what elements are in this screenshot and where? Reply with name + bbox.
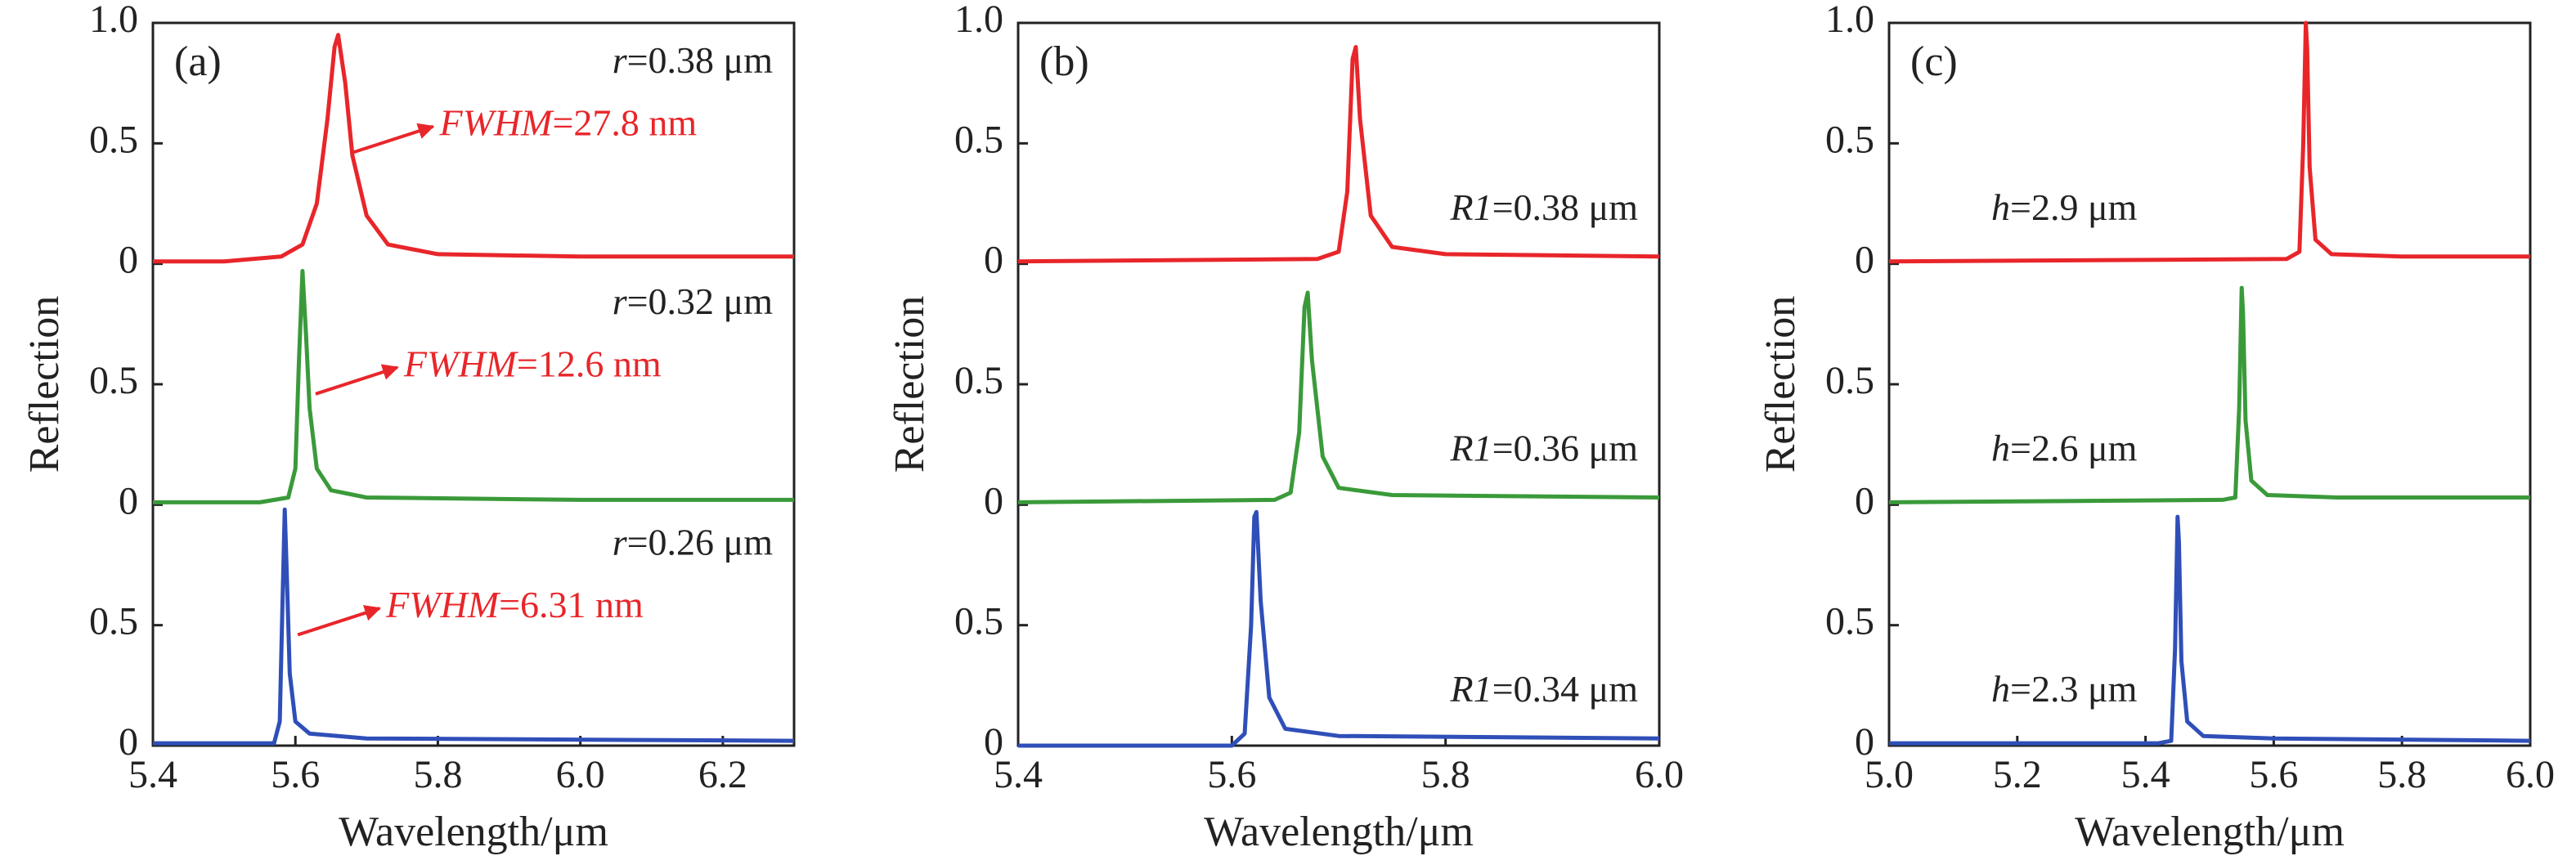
x-tick-label: 6.2: [698, 753, 747, 796]
y-tick-label: 0: [119, 720, 138, 764]
y-tick-label: 0.5: [954, 600, 1003, 643]
x-tick-label: 5.4: [128, 753, 177, 796]
y-tick-label: 0.5: [954, 359, 1003, 402]
y-tick-label: 0: [984, 239, 1003, 282]
x-tick-label: 5.6: [271, 753, 320, 796]
spectrum-line: [1889, 514, 2531, 746]
series-label: R1=0.36 μm: [1450, 427, 1639, 468]
panel-label: (c): [1910, 38, 1958, 85]
series-label: h=2.6 μm: [1991, 427, 2138, 468]
y-tick-label: 0: [984, 479, 1003, 522]
annotation-arrow: [315, 364, 399, 396]
x-tick-label: 6.0: [1635, 753, 1684, 796]
y-tick-label: 0: [1855, 720, 1874, 764]
series-label: r=0.38 μm: [613, 39, 774, 81]
spectrum-line: [153, 507, 795, 746]
y-tick-label: 0: [119, 239, 138, 282]
annotation-arrow: [350, 123, 435, 155]
series-label: R1=0.34 μm: [1450, 668, 1639, 710]
x-axis-label: Wavelength/μm: [339, 809, 608, 855]
y-tick-label: 0.5: [89, 118, 138, 161]
series-label: h=2.3 μm: [1991, 668, 2138, 710]
x-axis-label: Wavelength/μm: [1204, 809, 1474, 855]
axes-frame: [1016, 21, 1661, 747]
y-tick-label: 0: [1855, 479, 1874, 522]
y-tick-label: 0.5: [954, 118, 1003, 161]
panel-label: (a): [174, 38, 222, 85]
y-tick-label: 0.5: [1825, 359, 1874, 402]
spectrum-line: [1017, 45, 1660, 264]
panel-label: (b): [1039, 38, 1089, 85]
y-tick-label: 1.0: [1825, 0, 1874, 41]
spectrum-line: [1017, 290, 1660, 504]
axes-frame: [1887, 21, 2532, 747]
spectrum-line: [1888, 20, 2530, 264]
x-tick-label: 5.4: [994, 753, 1043, 796]
y-tick-label: 0: [984, 720, 1003, 764]
y-tick-label: 1.0: [954, 0, 1003, 41]
x-tick-label: 6.0: [2506, 753, 2555, 796]
x-tick-label: 5.6: [2249, 753, 2298, 796]
series-label: R1=0.38 μm: [1450, 186, 1639, 227]
series-label: r=0.26 μm: [613, 521, 774, 562]
x-tick-label: 6.0: [556, 753, 605, 796]
y-tick-label: 0.5: [1825, 118, 1874, 161]
spectrum-line: [1018, 509, 1660, 748]
x-tick-label: 5.2: [1993, 753, 2042, 796]
annotation-arrow: [297, 605, 382, 637]
x-tick-label: 5.4: [2121, 753, 2170, 796]
y-tick-label: 0.5: [1825, 600, 1874, 643]
y-axis-label: Reflection: [886, 296, 933, 473]
spectrum-line: [1888, 285, 2530, 504]
fwhm-annotation: FWHM=6.31 nm: [385, 584, 644, 625]
fwhm-annotation: FWHM=27.8 nm: [438, 101, 697, 143]
spectrum-line: [153, 269, 794, 504]
series-label: h=2.9 μm: [1991, 186, 2138, 227]
series-label: r=0.32 μm: [613, 280, 774, 321]
y-tick-label: 0: [119, 479, 138, 522]
spectrum-line: [153, 33, 794, 264]
x-tick-label: 5.8: [413, 753, 462, 796]
y-axis-label: Reflection: [1757, 296, 1804, 473]
x-tick-label: 5.8: [1421, 753, 1470, 796]
x-tick-label: 5.6: [1207, 753, 1256, 796]
x-axis-label: Wavelength/μm: [2075, 809, 2345, 855]
x-tick-label: 5.8: [2377, 753, 2426, 796]
y-tick-label: 0: [1855, 239, 1874, 282]
fwhm-annotation: FWHM=12.6 nm: [403, 343, 662, 384]
y-tick-label: 1.0: [89, 0, 138, 41]
y-tick-label: 0.5: [89, 359, 138, 402]
x-tick-label: 5.0: [1865, 753, 1914, 796]
y-axis-label: Reflection: [21, 296, 68, 473]
y-tick-label: 0.5: [89, 600, 138, 643]
